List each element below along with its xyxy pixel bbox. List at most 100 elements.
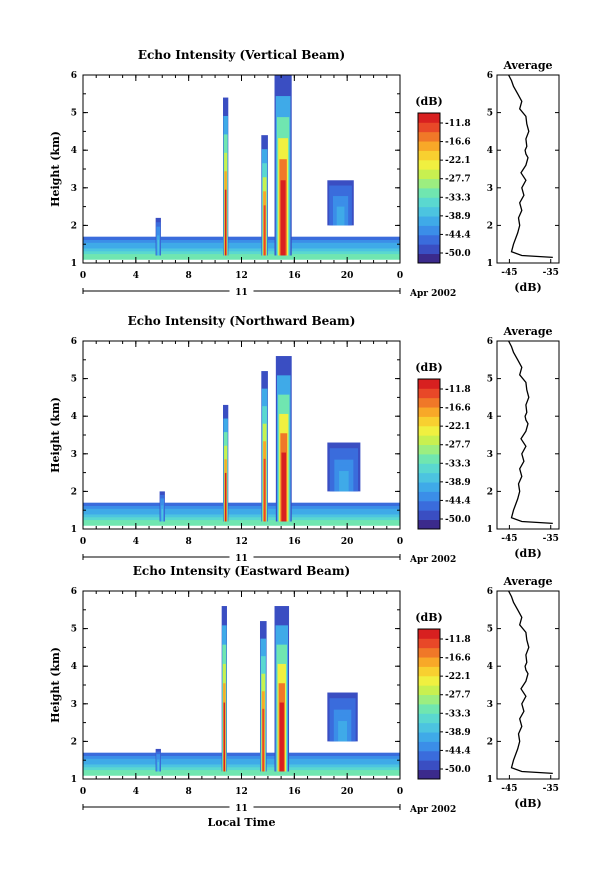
colorbar-tick-label: -50.0: [445, 515, 471, 525]
colorbar-swatch: [418, 244, 440, 255]
colorbar-tick-label: -44.4: [445, 496, 471, 506]
colorbar-swatch: [418, 694, 440, 705]
colorbar-swatch: [418, 150, 440, 161]
panel-northward: Echo Intensity (Northward Beam)123456Hei…: [49, 314, 560, 565]
profile-title: Average: [502, 325, 552, 338]
heatmap-northward: [83, 356, 400, 526]
colorbar-swatch: [418, 769, 440, 780]
colorbar-swatch: [418, 741, 440, 752]
day-label: 11: [235, 554, 248, 564]
y-tick-label: 3: [71, 700, 77, 710]
panel-eastward: Echo Intensity (Eastward Beam)123456Heig…: [49, 564, 560, 815]
colorbar-tick-label: -27.7: [445, 691, 471, 701]
profile-y-tick-label: 1: [487, 259, 493, 269]
colorbar-swatch: [418, 657, 440, 667]
colorbar-tick-label: -16.6: [445, 138, 471, 148]
x-tick-label: 0: [397, 271, 403, 281]
profile-x-tick-label: -35: [543, 268, 559, 278]
colorbar-tick-label: -50.0: [445, 249, 471, 259]
x-tick-label: 16: [288, 537, 301, 547]
colorbar-swatch: [418, 407, 440, 417]
echo-cell: [224, 189, 227, 256]
y-tick-label: 4: [71, 412, 77, 422]
colorbar-swatch: [418, 234, 440, 245]
profile-y-tick-label: 6: [487, 337, 493, 347]
colorbar-swatch: [418, 722, 440, 733]
boundary-layer-band: [83, 769, 400, 773]
echo-cell: [263, 205, 266, 256]
colorbar-swatch: [418, 216, 440, 226]
colorbar-swatch: [418, 379, 440, 389]
y-tick-label: 5: [71, 625, 77, 635]
colorbar-swatch: [418, 225, 440, 236]
boundary-layer-band: [83, 752, 400, 756]
colorbar-swatch: [418, 638, 440, 649]
colorbar-swatch: [418, 197, 440, 208]
colorbar-swatch: [418, 113, 440, 123]
panel-title: Echo Intensity (Eastward Beam): [133, 564, 350, 578]
colorbar-tick-label: -11.8: [445, 119, 471, 129]
colorbar-tick-label: -11.8: [445, 635, 471, 645]
x-tick-label: 12: [235, 787, 248, 797]
profile-line: [508, 74, 553, 259]
x-tick-label: 0: [397, 787, 403, 797]
colorbar-swatch: [418, 416, 440, 427]
x-tick-label: 4: [133, 271, 139, 281]
x-tick-label: 16: [288, 271, 301, 281]
colorbar-unit-label: (dB): [415, 611, 442, 624]
profile-title: Average: [502, 59, 552, 72]
colorbar-tick-label: -38.9: [445, 728, 471, 738]
echo-cell: [157, 239, 160, 256]
colorbar-swatch: [418, 685, 440, 696]
echo-cell: [279, 702, 284, 772]
boundary-layer-band: [83, 247, 400, 252]
profile-line: [508, 590, 553, 775]
colorbar-tick-label: -38.9: [445, 478, 471, 488]
x-tick-label: 12: [235, 537, 248, 547]
x-tick-label: 4: [133, 537, 139, 547]
boundary-layer-band: [83, 502, 400, 506]
colorbar-swatch: [418, 732, 440, 742]
x-tick-label: 0: [397, 537, 403, 547]
echo-cell: [223, 702, 226, 772]
colorbar-frame: [417, 378, 441, 530]
colorbar-tick-label: -44.4: [445, 746, 471, 756]
colorbar-tick-label: -16.6: [445, 404, 471, 414]
y-axis-label: Height (km): [49, 647, 62, 723]
colorbar-swatch: [418, 666, 440, 677]
boundary-layer-band: [83, 766, 400, 771]
x-tick-label: 0: [80, 271, 86, 281]
colorbar-tick-label: -38.9: [445, 212, 471, 222]
colorbar-swatch: [418, 454, 440, 464]
profile-x-tick-label: -45: [501, 268, 517, 278]
profile-y-tick-label: 3: [487, 184, 493, 194]
panel-vertical: Echo Intensity (Vertical Beam)123456Heig…: [49, 48, 560, 299]
y-tick-label: 5: [71, 109, 77, 119]
plot-frame: [82, 590, 401, 780]
echo-cell: [224, 472, 227, 522]
boundary-layer-band: [83, 513, 400, 518]
plot-frame: [82, 74, 401, 264]
colorbar-tick-label: -44.4: [445, 230, 471, 240]
profile-y-tick-label: 3: [487, 700, 493, 710]
y-tick-label: 6: [71, 587, 77, 597]
y-tick-label: 1: [71, 259, 77, 269]
y-axis-label: Height (km): [49, 131, 62, 207]
date-label: Apr 2002: [409, 289, 456, 299]
boundary-layer-band: [83, 250, 400, 255]
colorbar-swatch: [418, 500, 440, 511]
x-tick-label: 8: [186, 271, 192, 281]
profile-x-tick-label: -35: [543, 784, 559, 794]
boundary-layer-band: [83, 239, 400, 243]
colorbar-tick-label: -33.3: [445, 459, 471, 469]
profile-x-label: (dB): [514, 547, 541, 560]
echo-cell: [280, 180, 286, 256]
profile-x-tick-label: -45: [501, 784, 517, 794]
colorbar-swatch: [418, 435, 440, 446]
colorbar-swatch: [418, 388, 440, 399]
colorbar-unit-label: (dB): [415, 361, 442, 374]
colorbar-swatch: [418, 253, 440, 264]
boundary-layer-band: [83, 245, 400, 249]
colorbar-swatch: [418, 131, 440, 142]
y-tick-label: 1: [71, 775, 77, 785]
